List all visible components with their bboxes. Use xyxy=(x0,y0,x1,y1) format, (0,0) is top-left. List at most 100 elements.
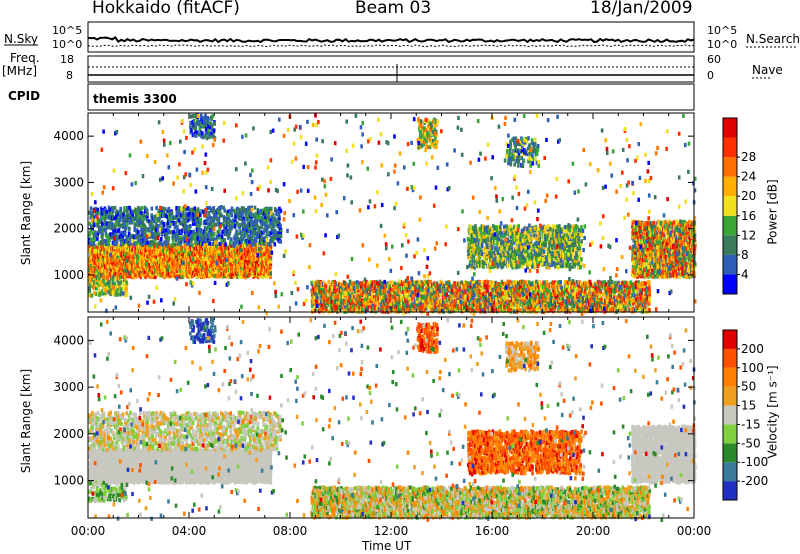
power-echo-cell xyxy=(227,213,230,218)
power-echo-cell xyxy=(196,243,199,248)
power-echo-cell xyxy=(227,246,231,251)
power-echo-cell xyxy=(104,244,107,249)
nsky-label: N.Sky xyxy=(4,32,39,46)
power-echo-cell xyxy=(89,248,92,253)
power-echo-cell xyxy=(132,275,135,280)
power-echo-cell xyxy=(117,251,121,256)
power-echo-cell xyxy=(97,249,101,254)
power-echo-cell xyxy=(250,237,254,242)
power-echo-cell xyxy=(183,244,187,249)
power-echo-cell xyxy=(212,206,216,211)
power-echo-cell xyxy=(145,247,148,252)
power-echo-cell xyxy=(125,291,128,296)
power-echo-cell xyxy=(223,208,226,213)
noise-left-tick-low: 10^0 xyxy=(52,38,83,51)
power-echo-cell xyxy=(219,273,223,278)
power-echo-cell xyxy=(102,246,106,251)
power-echo-cell xyxy=(269,207,273,212)
power-echo-cell xyxy=(174,246,177,251)
power-echo-cell xyxy=(116,257,120,262)
power-echo-cell xyxy=(192,266,195,272)
power-echo-cell xyxy=(242,242,245,248)
power-echo-cell xyxy=(88,261,92,266)
power-echo-cell xyxy=(138,270,142,275)
power-echo-cell xyxy=(211,269,214,274)
power-echo-cell xyxy=(141,272,145,277)
power-echo-cell xyxy=(232,258,235,263)
power-echo-cell xyxy=(99,243,103,249)
power-echo-cell xyxy=(230,213,233,218)
power-echo-cell xyxy=(220,234,224,239)
power-echo-cell xyxy=(209,274,212,279)
power-echo-cell xyxy=(169,245,172,250)
power-echo-cell xyxy=(180,246,184,251)
power-echo-cell xyxy=(164,260,168,265)
power-echo-cell xyxy=(146,211,149,216)
power-echo-cell xyxy=(161,248,165,253)
freq-label: Freq. xyxy=(10,51,40,65)
power-echo-cell xyxy=(356,280,359,285)
freq-right-tick-low: 0 xyxy=(707,69,714,82)
power-echo-cell xyxy=(99,266,102,272)
power-echo-cell xyxy=(114,272,118,277)
power-echo-cell xyxy=(90,255,93,260)
x-axis-label: Time UT xyxy=(362,539,412,553)
power-echo-cell xyxy=(220,259,223,265)
power-echo-cell xyxy=(107,264,110,269)
power-echo-cell xyxy=(176,268,179,273)
noise-sky-line xyxy=(87,36,695,44)
power-echo-cell xyxy=(279,233,283,239)
power-echo-cell xyxy=(181,213,185,218)
power-echo-cell xyxy=(224,253,228,258)
power-echo-cell xyxy=(173,242,177,247)
power-echo-cell xyxy=(240,274,244,279)
power-echo-cell xyxy=(220,255,224,261)
power-echo-cell xyxy=(241,270,245,275)
power-echo-cell xyxy=(154,264,158,269)
power-echo-cell xyxy=(105,254,109,259)
power-echo-cell xyxy=(119,292,122,297)
power-echo-cell xyxy=(131,209,134,214)
power-echo-cell xyxy=(164,270,168,275)
power-echo-cell xyxy=(119,246,123,251)
freq-left-tick-high: 18 xyxy=(60,53,74,66)
power-echo-cell xyxy=(213,274,216,279)
power-echo-cell xyxy=(207,272,211,278)
power-echo-cell xyxy=(175,249,178,254)
power-echo-cell xyxy=(175,243,178,248)
power-echo-cell xyxy=(214,249,218,254)
cpid-text: themis 3300 xyxy=(93,92,177,106)
power-echo-cell xyxy=(210,246,213,251)
power-echo-cell xyxy=(169,270,172,275)
power-echo-cell xyxy=(327,279,330,285)
power-echo-cell xyxy=(183,255,187,260)
power-echo-cell xyxy=(116,292,120,297)
power-echo-cell xyxy=(153,250,156,255)
power-echo-cell xyxy=(164,249,167,255)
power-echo-cell xyxy=(189,253,192,258)
power-echo-cell xyxy=(129,259,132,264)
power-echo-cell xyxy=(175,266,179,271)
power-echo-cell xyxy=(157,264,161,269)
power-echo-cell xyxy=(224,247,228,252)
power-echo-cell xyxy=(241,249,245,255)
power-echo-cell xyxy=(253,205,257,210)
power-echo-cell xyxy=(97,211,101,216)
power-echo-cell xyxy=(230,206,234,211)
power-echo-cell xyxy=(242,252,245,257)
power-echo-cell xyxy=(93,237,97,242)
power-echo-cell xyxy=(108,248,111,253)
power-echo-cell xyxy=(90,293,94,298)
power-echo-cell xyxy=(152,257,155,262)
power-echo-cell xyxy=(139,258,143,264)
power-echo-cell xyxy=(254,238,258,243)
power-echo-cell xyxy=(140,270,144,275)
power-echo-cell xyxy=(128,226,131,232)
power-echo-cell xyxy=(160,254,164,259)
power-echo-cell xyxy=(122,249,126,254)
power-echo-cell xyxy=(89,264,92,269)
power-echo-cell xyxy=(210,262,214,267)
power-echo-cell xyxy=(182,257,186,263)
power-echo-cell xyxy=(273,207,277,212)
power-echo-cell xyxy=(189,223,192,229)
